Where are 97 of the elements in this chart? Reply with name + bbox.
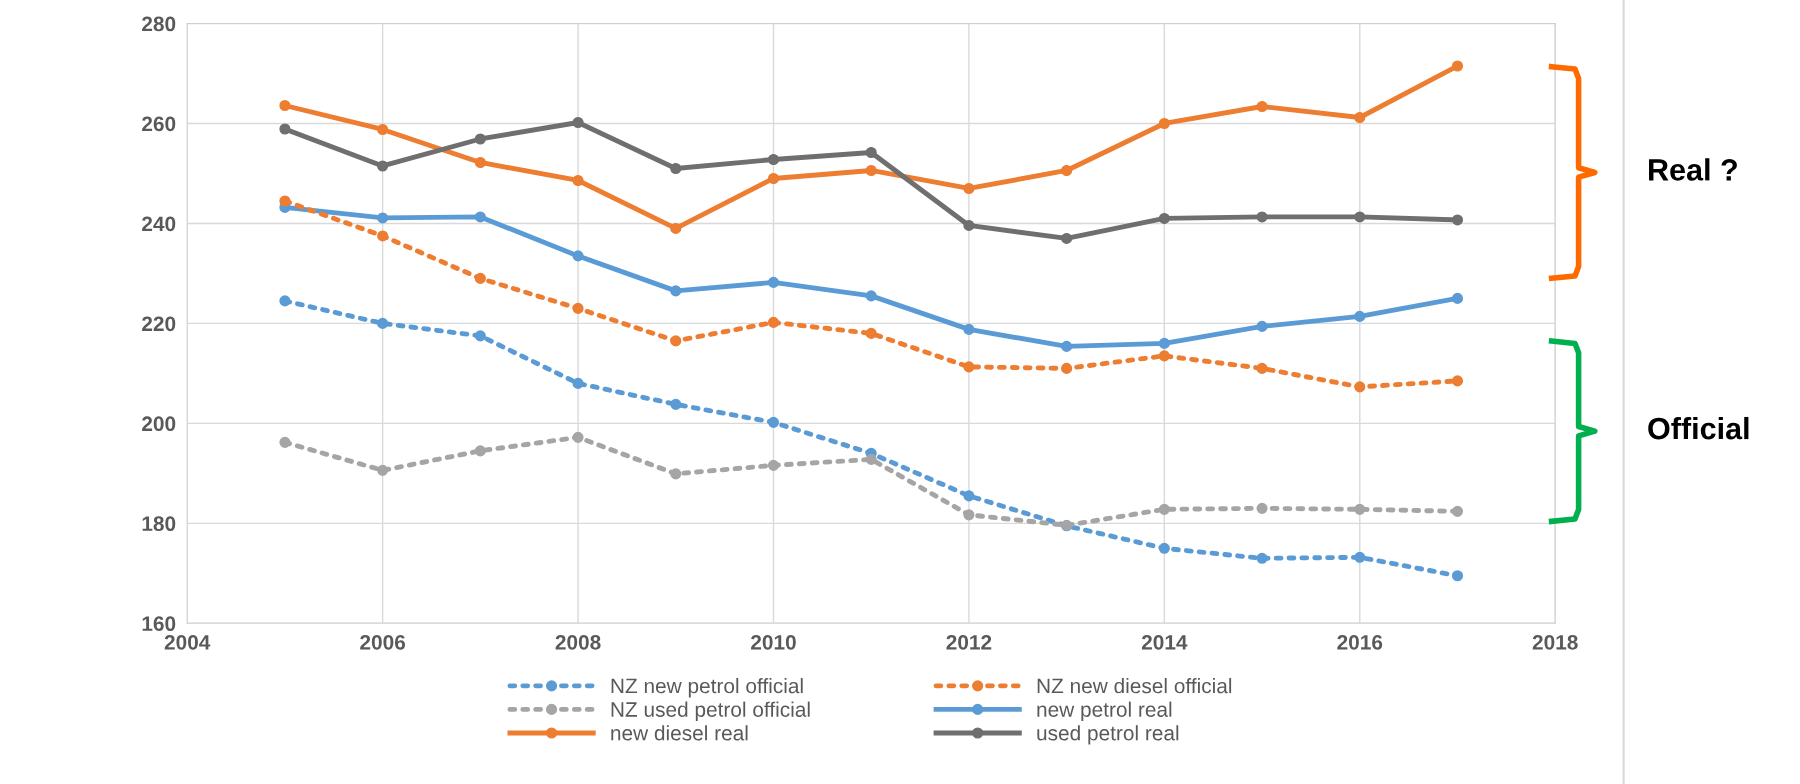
point [670,398,682,410]
point [1354,381,1366,393]
point [670,162,682,175]
x-tick-label: 2018 [1532,634,1578,650]
point [1158,350,1170,362]
point [1158,117,1170,130]
point [1256,502,1268,514]
point [670,222,682,234]
point [767,276,780,288]
point [1451,214,1464,226]
point [377,160,389,172]
point [377,464,389,476]
x-tick-label: 2010 [751,634,796,650]
y-tick-label: 280 [142,16,176,32]
point [377,212,389,224]
point [572,302,584,314]
point [572,250,584,262]
point [279,295,291,307]
point [1354,111,1366,124]
point [377,317,389,329]
point [963,219,975,231]
legend-label: NZ used petrol official [611,701,810,722]
point [1061,362,1073,374]
legend-label: NZ new diesel official [1037,678,1232,694]
legend-label: new petrol real [1037,701,1172,722]
legend-label: new diesel real [611,725,748,741]
x-tick-label: 2008 [555,634,601,650]
point [474,211,486,223]
point [670,468,682,480]
point [474,156,486,169]
point [474,330,486,342]
point [1451,60,1464,72]
y-tick-label: 240 [142,216,176,232]
y-tick-label: 160 [142,616,176,632]
point [279,195,291,207]
point [1354,551,1366,563]
point [1354,310,1366,322]
point [963,509,975,521]
y-tick-label: 180 [142,516,176,532]
x-tick-label: 2004 [164,634,211,650]
x-tick-label: 2012 [946,634,992,650]
y-tick-label: 200 [142,416,176,432]
y-tick-label: 260 [142,116,176,132]
point [1061,340,1073,352]
point [767,316,780,328]
point [1158,337,1170,349]
text: Real ? [1649,158,1737,181]
point [572,431,584,443]
legend-label: NZ new petrol official [611,678,803,698]
point [963,490,975,502]
point [865,146,877,159]
text: Official [1648,416,1749,440]
x-tick-label: 2014 [1141,634,1188,650]
y-tick-label: 220 [142,316,176,332]
point [670,285,682,297]
point [474,272,486,284]
point [474,133,486,145]
point [1256,362,1268,374]
point [279,123,291,135]
point [279,436,291,448]
point [572,377,584,389]
point [1061,232,1073,244]
point [1158,503,1170,515]
point [377,230,389,242]
legend-label: used petrol real [1037,725,1179,745]
point [767,172,780,185]
point [1158,212,1170,224]
point [865,164,877,177]
point [670,335,682,347]
point [767,459,780,471]
point [1451,375,1464,387]
point [474,445,486,457]
point [963,182,975,195]
point [1354,503,1366,515]
point [963,361,975,373]
x-tick-label: 2016 [1337,634,1383,650]
point [767,416,780,428]
x-tick-label: 2006 [360,634,406,650]
point [1256,100,1268,113]
point [1354,211,1366,223]
point [963,323,975,335]
point [377,123,389,136]
point [1451,570,1464,582]
point [1256,211,1268,223]
point [572,116,584,129]
point [1451,292,1464,304]
point [865,290,877,302]
point [1256,320,1268,332]
point [767,153,780,166]
point [1256,552,1268,564]
point [1451,505,1464,517]
point [865,453,877,465]
point [572,174,584,187]
point [279,99,291,112]
point [865,327,877,339]
point [1158,542,1170,554]
point [1061,164,1073,177]
